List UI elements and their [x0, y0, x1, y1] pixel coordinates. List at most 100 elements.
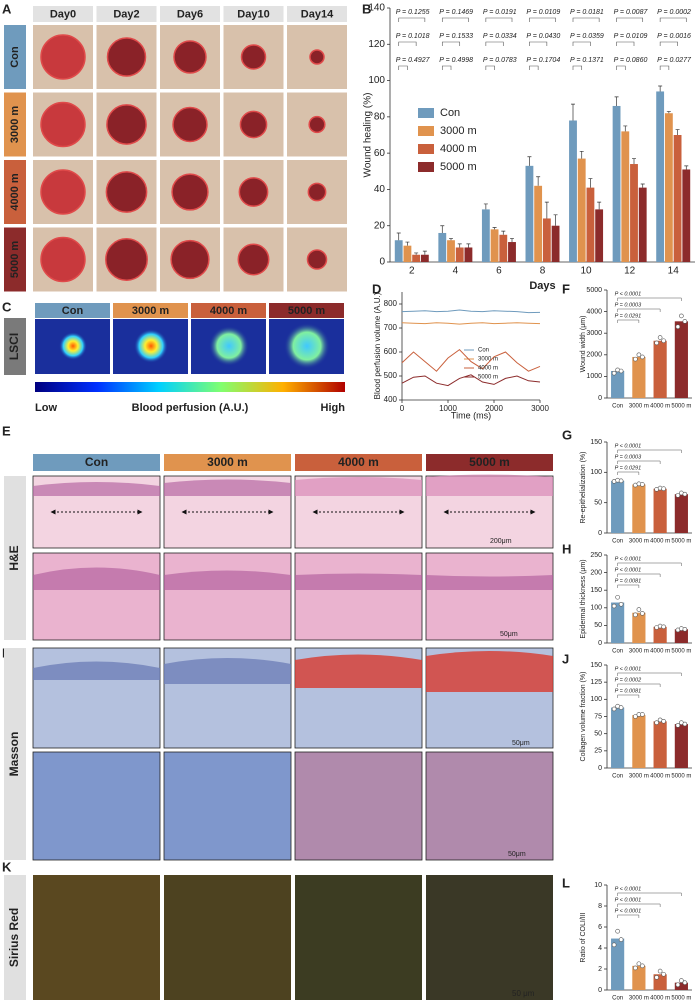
- bracket: [398, 17, 426, 22]
- y-tick-label: 25: [594, 748, 602, 755]
- p-value: P < 0.0001: [615, 556, 642, 562]
- row-label: Con: [9, 46, 21, 68]
- axis: [401, 292, 540, 401]
- legend-swatch: [418, 144, 434, 154]
- colorbar-low: Low: [35, 402, 57, 414]
- bracket: [616, 17, 644, 22]
- p-value: P < 0.0001: [615, 908, 642, 914]
- bracket: [485, 65, 495, 70]
- he-epidermis: [295, 477, 422, 496]
- data-point: [675, 723, 681, 728]
- panel-letter: I: [2, 645, 6, 660]
- he-zoom: [163, 552, 292, 641]
- bar: [403, 245, 412, 262]
- line: [401, 309, 541, 314]
- data-point: [657, 335, 663, 340]
- he-zoom-epidermis: [164, 570, 291, 590]
- side-label-bg: [4, 318, 26, 375]
- bracket: [617, 903, 661, 907]
- line: [401, 374, 541, 387]
- column-header: Day14: [301, 8, 334, 20]
- lsci-header: 3000 m: [132, 305, 170, 317]
- y-tick-label: 150: [590, 439, 602, 446]
- x-tick-label: 5000 m: [671, 774, 691, 780]
- data-point: [611, 706, 617, 712]
- panel-letter: E: [2, 423, 11, 438]
- data-point: [654, 720, 659, 725]
- bar: [551, 225, 560, 262]
- y-tick-label: 1000: [586, 373, 602, 380]
- p-value: P = 0.0430: [526, 33, 560, 40]
- y-tick-label: 800: [384, 299, 398, 308]
- x-tick-label: Con: [612, 996, 623, 1002]
- y-tick-label: 4000: [586, 308, 602, 315]
- p-value: P < 0.0001: [615, 897, 642, 903]
- panel-letter: B: [362, 1, 371, 16]
- bracket: [617, 297, 682, 301]
- wound: [309, 49, 325, 65]
- he-header: 3000 m: [207, 455, 248, 469]
- masson-zoom: [163, 751, 292, 861]
- error-bar: [483, 203, 488, 210]
- data-point: [640, 611, 645, 616]
- he-header: 4000 m: [338, 455, 379, 469]
- panel-letter: K: [2, 859, 12, 874]
- bar: [632, 965, 646, 990]
- y-tick-label: 10: [594, 882, 602, 889]
- x-axis-label: Time (ms): [451, 410, 491, 420]
- lsci-header: 5000 m: [288, 305, 326, 317]
- y-tick-label: 100: [368, 75, 385, 86]
- data-point: [636, 961, 642, 967]
- wound: [106, 104, 147, 145]
- wound: [240, 44, 267, 70]
- data-point: [682, 319, 688, 324]
- legend-label: 5000 m: [478, 375, 498, 381]
- data-point: [675, 324, 681, 330]
- bar: [611, 480, 625, 533]
- bar: [499, 234, 508, 262]
- data-point: [682, 721, 688, 727]
- error-bar: [536, 176, 541, 186]
- wound: [173, 40, 207, 74]
- error-bar: [492, 227, 497, 230]
- lsci-blob: [59, 332, 87, 360]
- line: [401, 322, 541, 325]
- data-point: [661, 719, 666, 724]
- error-bar: [588, 178, 593, 188]
- he-epidermis: [164, 479, 291, 496]
- he-header-bg: [426, 454, 553, 471]
- bracket: [441, 65, 452, 70]
- y-tick-label: 20: [374, 220, 386, 231]
- panel-letter: G: [562, 427, 572, 442]
- bracket: [617, 914, 640, 918]
- column-header: Day2: [113, 8, 139, 20]
- lsci-blob: [284, 323, 330, 369]
- bar: [490, 229, 499, 262]
- data-point: [633, 714, 638, 719]
- data-point: [654, 975, 659, 980]
- bar: [611, 938, 625, 990]
- data-point: [640, 963, 645, 969]
- error-bar: [632, 158, 636, 165]
- y-tick-label: 60: [374, 148, 386, 159]
- legend-swatch: [418, 126, 434, 136]
- p-value: P < 0.0001: [615, 886, 642, 892]
- panel-letter: H: [562, 541, 571, 556]
- column-header: Day0: [50, 8, 76, 20]
- legend-label: Con: [440, 107, 460, 119]
- bracket: [485, 17, 513, 22]
- x-axis-label: Days: [529, 280, 555, 292]
- bar: [674, 724, 688, 768]
- bar: [630, 164, 638, 262]
- data-point: [615, 594, 620, 600]
- he-zoom: [425, 552, 554, 641]
- p-value: P = 0.1704: [526, 57, 560, 64]
- column-header-bg: [160, 6, 220, 22]
- panel-letter: J: [562, 651, 569, 666]
- error-bar: [501, 230, 506, 235]
- he-zoom-epidermis: [33, 567, 160, 590]
- panel-letter: L: [562, 875, 570, 890]
- bar: [653, 721, 667, 768]
- p-value: P = 0.0109: [614, 33, 648, 40]
